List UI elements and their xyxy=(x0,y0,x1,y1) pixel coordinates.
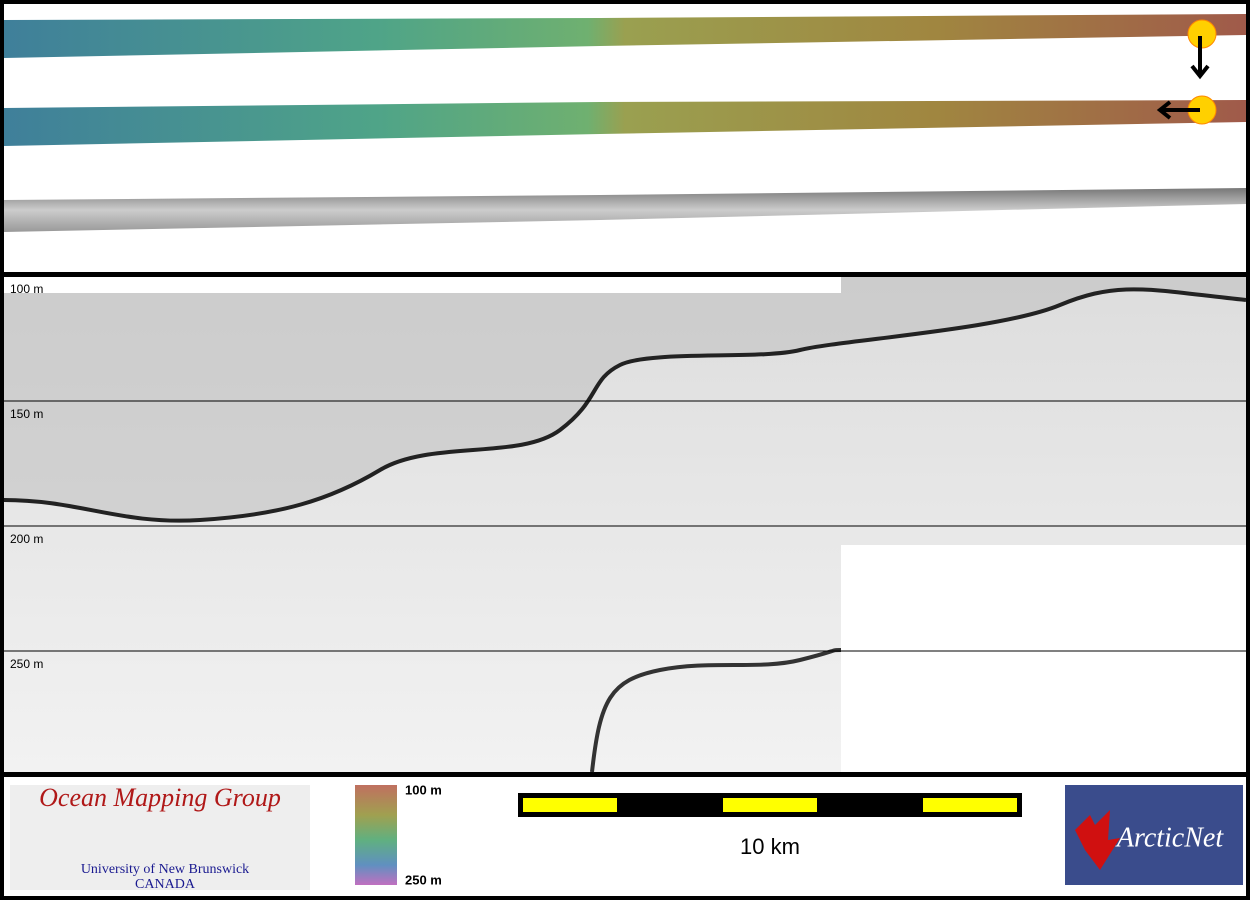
arrow xyxy=(1156,100,1200,120)
scale-segment xyxy=(523,798,617,812)
legend-label: 250 m xyxy=(405,872,442,887)
scale-label: 10 km xyxy=(740,834,800,859)
arrow xyxy=(1190,36,1210,80)
depth-label: 200 m xyxy=(10,532,43,546)
scale-segment xyxy=(723,798,817,812)
backscatter-strip xyxy=(4,188,1246,232)
water-column xyxy=(4,277,1246,521)
logo-title: Ocean Mapping Group xyxy=(39,783,281,812)
logo-title: ArcticNet xyxy=(1115,822,1224,853)
omg-logo xyxy=(10,785,310,890)
logo-text: CANADA xyxy=(135,877,196,892)
legend-label: 100 m xyxy=(405,782,442,797)
scale-segment xyxy=(923,798,1017,812)
seabed-profile xyxy=(3,287,1247,523)
logo-text: University of New Brunswick xyxy=(81,862,249,877)
swath-strip xyxy=(4,100,1246,146)
depth-label: 250 m xyxy=(10,657,43,671)
maple-leaf xyxy=(1075,810,1120,870)
seabed-profile xyxy=(590,648,842,773)
depth-label: 150 m xyxy=(10,407,43,421)
color-bar xyxy=(355,785,397,885)
echogram-gap xyxy=(4,277,841,293)
depth-label: 100 m xyxy=(10,282,43,296)
echogram-gap xyxy=(841,545,1246,772)
swath-strip xyxy=(4,14,1246,58)
